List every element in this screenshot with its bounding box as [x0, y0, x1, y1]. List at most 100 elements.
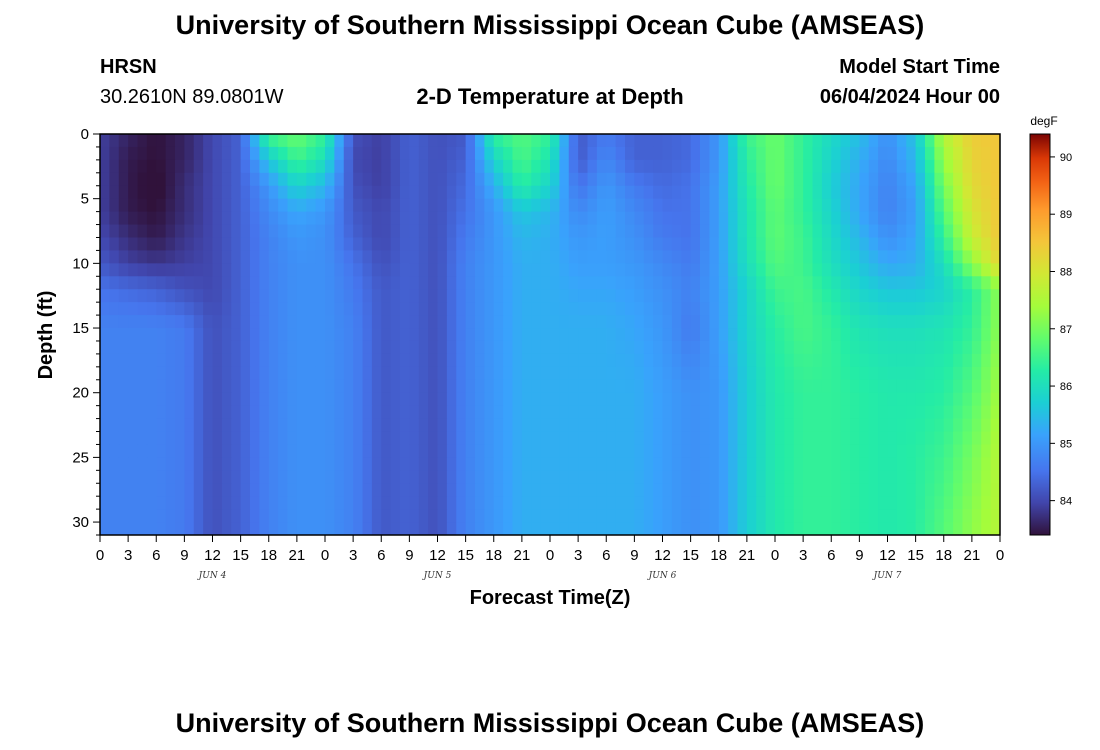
heatmap-cell — [165, 250, 176, 264]
heatmap-cell — [625, 159, 635, 174]
heatmap-cell — [821, 134, 832, 148]
heatmap-cell — [100, 159, 110, 174]
heatmap-cell — [925, 444, 935, 458]
heatmap-cell — [268, 185, 279, 200]
heatmap-cell — [418, 250, 429, 264]
heatmap-cell — [559, 159, 570, 174]
heatmap-cell — [259, 457, 270, 471]
heatmap-cell — [203, 431, 214, 446]
heatmap-cell — [259, 302, 270, 316]
heatmap-cell — [353, 496, 364, 510]
heatmap-cell — [400, 134, 410, 148]
heatmap-cell — [428, 392, 439, 407]
heatmap-cell — [746, 276, 757, 290]
heatmap-cell — [887, 185, 898, 200]
heatmap-cell — [625, 185, 635, 200]
heatmap-cell — [775, 289, 785, 303]
heatmap-cell — [606, 237, 617, 252]
heatmap-cell — [343, 483, 354, 497]
heatmap-cell — [653, 172, 664, 187]
heatmap-cell — [962, 457, 973, 471]
heatmap-cell — [334, 159, 345, 174]
heatmap-cell — [484, 366, 495, 381]
heatmap-cell — [381, 250, 392, 264]
heatmap-cell — [137, 134, 148, 148]
heatmap-cell — [531, 146, 542, 161]
heatmap-cell — [240, 509, 251, 523]
heatmap-cell — [503, 353, 514, 368]
heatmap-cell — [362, 276, 373, 290]
heatmap-cell — [953, 392, 964, 407]
heatmap-cell — [212, 237, 223, 252]
heatmap-cell — [259, 405, 270, 420]
heatmap-cell — [925, 522, 935, 535]
heatmap-cell — [906, 250, 917, 264]
heatmap-cell — [606, 496, 617, 510]
heatmap-cell — [793, 522, 804, 535]
heatmap-cell — [671, 198, 682, 213]
heatmap-cell — [775, 328, 785, 342]
heatmap-cell — [437, 263, 448, 277]
heatmap-cell — [728, 263, 739, 277]
heatmap-cell — [409, 250, 420, 264]
heatmap-cell — [653, 134, 664, 148]
heatmap-cell — [231, 509, 242, 523]
heatmap-cell — [334, 496, 345, 510]
heatmap-cell — [362, 509, 373, 523]
heatmap-cell — [690, 276, 701, 290]
heatmap-cell — [596, 289, 607, 303]
heatmap-cell — [812, 483, 823, 497]
heatmap-cell — [606, 134, 617, 148]
heatmap-cell — [671, 276, 682, 290]
heatmap-cell — [662, 237, 673, 252]
heatmap-cell — [709, 134, 720, 148]
heatmap-cell — [325, 392, 335, 407]
heatmap-cell — [643, 211, 654, 226]
heatmap-cell — [943, 302, 954, 316]
heatmap-cell — [681, 185, 692, 200]
heatmap-cell — [709, 431, 720, 446]
heatmap-cell — [690, 328, 701, 342]
x-tick-label: 18 — [710, 547, 727, 564]
heatmap-cell — [521, 250, 532, 264]
heatmap-cell — [925, 353, 935, 368]
heatmap-cell — [437, 159, 448, 174]
heatmap-cell — [184, 172, 195, 187]
x-tick-label: 12 — [429, 547, 446, 564]
heatmap-cell — [615, 172, 626, 187]
heatmap-cell — [437, 379, 448, 394]
heatmap-cell — [512, 302, 523, 316]
heatmap-cell — [896, 289, 907, 303]
heatmap-cell — [765, 134, 776, 148]
heatmap-cell — [625, 444, 635, 458]
heatmap-cell — [475, 276, 485, 290]
heatmap-cell — [746, 146, 757, 161]
heatmap-cell — [390, 379, 401, 394]
heatmap-cell — [221, 198, 232, 213]
heatmap-cell — [709, 470, 720, 484]
heatmap-cell — [512, 328, 523, 342]
heatmap-cell — [615, 211, 626, 226]
heatmap-cell — [456, 146, 467, 161]
heatmap-cell — [868, 444, 879, 458]
heatmap-cell — [381, 444, 392, 458]
heatmap-cell — [906, 211, 917, 226]
heatmap-cell — [962, 431, 973, 446]
heatmap-cell — [700, 353, 710, 368]
heatmap-cell — [784, 379, 795, 394]
heatmap-cell — [962, 366, 973, 381]
heatmap-cell — [728, 379, 739, 394]
heatmap-cell — [531, 198, 542, 213]
heatmap-cell — [493, 276, 504, 290]
heatmap-cell — [568, 185, 579, 200]
heatmap-cell — [709, 340, 720, 355]
heatmap-cell — [765, 263, 776, 277]
heatmap-cell — [306, 185, 317, 200]
heatmap-cell — [221, 392, 232, 407]
heatmap-cell — [850, 496, 860, 510]
heatmap-cell — [306, 431, 317, 446]
heatmap-cell — [850, 159, 860, 174]
heatmap-cell — [193, 418, 204, 433]
heatmap-cell — [325, 483, 335, 497]
heatmap-cell — [653, 224, 664, 239]
